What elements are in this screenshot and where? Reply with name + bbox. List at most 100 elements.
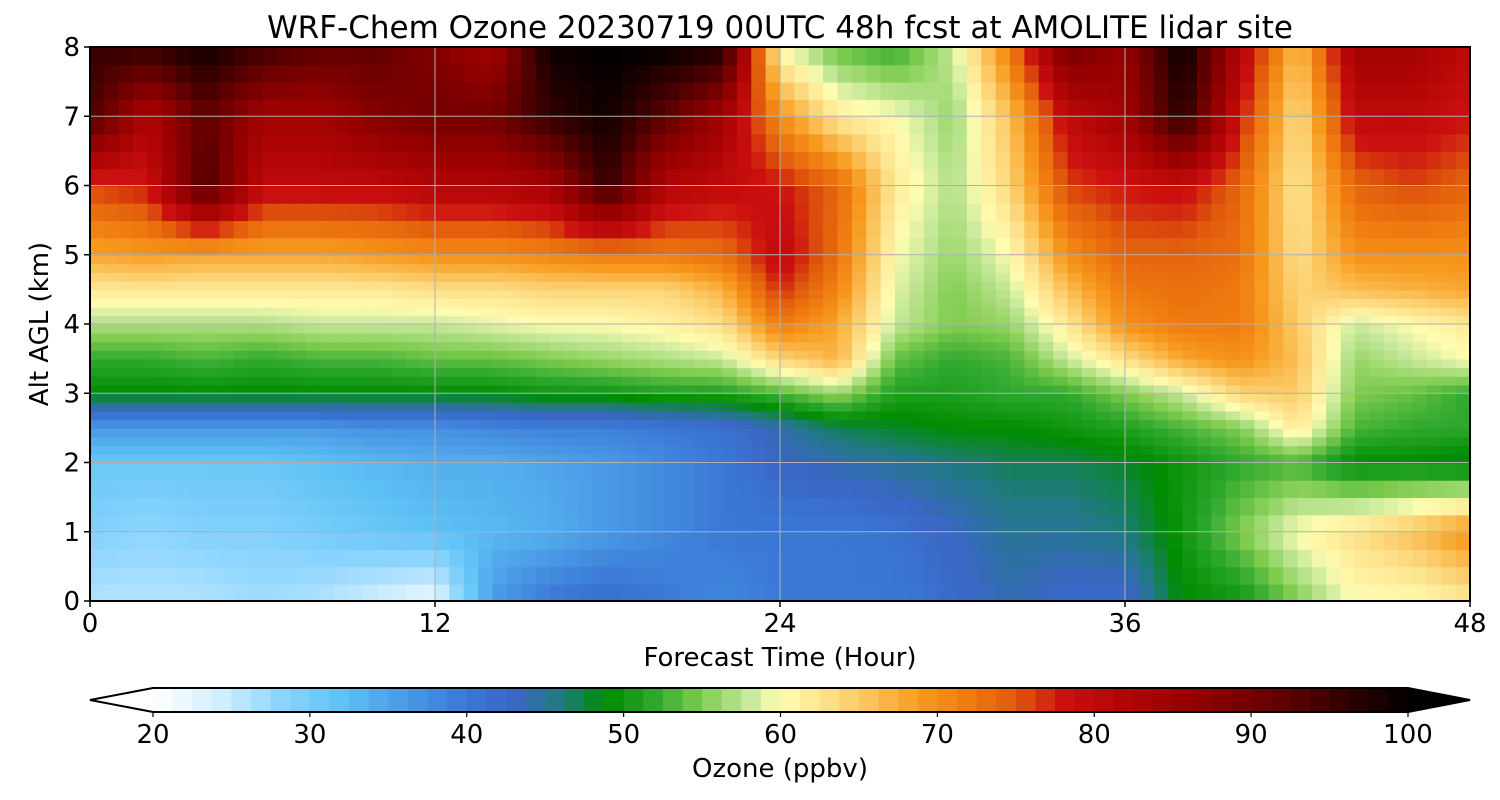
heatmap-cell bbox=[506, 332, 523, 343]
heatmap-cell bbox=[1196, 401, 1213, 412]
heatmap-cell bbox=[1355, 549, 1371, 568]
heatmap-cell bbox=[1196, 462, 1213, 481]
heatmap-cell bbox=[1455, 549, 1470, 568]
heatmap-cell bbox=[506, 497, 523, 516]
heatmap-cell bbox=[449, 47, 465, 66]
heatmap-cell bbox=[564, 220, 580, 239]
heatmap-cell bbox=[1283, 332, 1299, 343]
heatmap-cell bbox=[1010, 531, 1026, 550]
heatmap-cell bbox=[794, 549, 810, 568]
heatmap-cell bbox=[1254, 341, 1270, 351]
heatmap-cell bbox=[1441, 462, 1457, 481]
heatmap-cell bbox=[1211, 81, 1227, 100]
heatmap-cell bbox=[147, 47, 163, 66]
heatmap-cell bbox=[837, 98, 853, 118]
heatmap-cell bbox=[147, 427, 163, 438]
heatmap-cell bbox=[478, 47, 494, 66]
heatmap-cell bbox=[1283, 462, 1299, 481]
heatmap-cell bbox=[521, 332, 537, 343]
heatmap-cell bbox=[320, 237, 336, 256]
heatmap-cell bbox=[1081, 367, 1098, 377]
heatmap-cell bbox=[1297, 375, 1313, 386]
heatmap-cell bbox=[1110, 98, 1126, 118]
colorbar-band bbox=[172, 688, 193, 712]
heatmap-cell bbox=[334, 64, 350, 83]
heatmap-cell bbox=[205, 349, 221, 360]
heatmap-cell bbox=[1412, 332, 1428, 343]
heatmap-cell bbox=[966, 280, 983, 291]
heatmap-cell bbox=[535, 358, 551, 369]
heatmap-cell bbox=[880, 514, 896, 533]
heatmap-cell bbox=[219, 549, 235, 568]
heatmap-cell bbox=[147, 549, 163, 568]
heatmap-cell bbox=[449, 445, 465, 455]
heatmap-cell bbox=[1125, 272, 1141, 282]
heatmap-cell bbox=[334, 401, 350, 412]
heatmap-cell bbox=[334, 185, 350, 204]
heatmap-cell bbox=[506, 324, 523, 334]
heatmap-cell bbox=[794, 64, 810, 83]
heatmap-cell bbox=[348, 583, 365, 601]
heatmap-cell bbox=[564, 185, 580, 204]
heatmap-cell bbox=[478, 341, 494, 351]
heatmap-cell bbox=[1010, 341, 1026, 351]
heatmap-cell bbox=[1355, 168, 1371, 187]
heatmap-cell bbox=[478, 298, 494, 308]
heatmap-cell bbox=[693, 202, 710, 222]
heatmap-cell bbox=[1383, 566, 1400, 585]
heatmap-cell bbox=[1211, 436, 1227, 447]
heatmap-cell bbox=[981, 298, 997, 308]
heatmap-cell bbox=[1383, 168, 1400, 187]
heatmap-cell bbox=[535, 436, 551, 447]
heatmap-cell bbox=[305, 64, 321, 83]
heatmap-cell bbox=[449, 514, 465, 533]
heatmap-cell bbox=[578, 272, 595, 282]
heatmap-cell bbox=[1096, 384, 1112, 395]
heatmap-cell bbox=[320, 427, 336, 438]
heatmap-cell bbox=[1053, 185, 1069, 204]
heatmap-cell bbox=[1311, 375, 1328, 386]
heatmap-cell bbox=[1010, 306, 1026, 317]
heatmap-cell bbox=[334, 479, 350, 499]
heatmap-cell bbox=[1340, 133, 1356, 152]
heatmap-cell bbox=[736, 549, 753, 568]
heatmap-cell bbox=[780, 237, 796, 256]
heatmap-cell bbox=[1283, 349, 1299, 360]
heatmap-cell bbox=[492, 324, 508, 334]
heatmap-cell bbox=[1412, 263, 1428, 273]
heatmap-cell bbox=[550, 237, 566, 256]
heatmap-cell bbox=[449, 462, 465, 481]
heatmap-cell bbox=[909, 64, 925, 83]
heatmap-cell bbox=[1196, 549, 1213, 568]
heatmap-cell bbox=[521, 150, 537, 170]
heatmap-cell bbox=[1153, 349, 1170, 360]
heatmap-cell bbox=[966, 453, 983, 464]
heatmap-cell bbox=[621, 445, 638, 455]
heatmap-cell bbox=[1297, 202, 1313, 222]
heatmap-cell bbox=[190, 254, 206, 265]
heatmap-cell bbox=[276, 133, 293, 152]
heatmap-cell bbox=[377, 410, 393, 421]
heatmap-cell bbox=[449, 168, 465, 187]
heatmap-cell bbox=[276, 419, 293, 429]
heatmap-cell bbox=[334, 427, 350, 438]
heatmap-cell bbox=[1110, 436, 1126, 447]
heatmap-cell bbox=[1297, 289, 1313, 299]
heatmap-cell bbox=[1110, 375, 1126, 386]
heatmap-cell bbox=[1311, 254, 1328, 265]
heatmap-cell bbox=[1297, 419, 1313, 429]
heatmap-cell bbox=[1455, 168, 1470, 187]
heatmap-cell bbox=[1139, 358, 1155, 369]
heatmap-cell bbox=[1441, 237, 1457, 256]
heatmap-cell bbox=[492, 583, 508, 601]
heatmap-cell bbox=[90, 566, 106, 585]
heatmap-cell bbox=[334, 298, 350, 308]
heatmap-cell bbox=[420, 375, 436, 386]
heatmap-cell bbox=[449, 436, 465, 447]
heatmap-cell bbox=[995, 237, 1011, 256]
heatmap-cell bbox=[363, 531, 379, 550]
heatmap-cell bbox=[837, 133, 853, 152]
heatmap-cell bbox=[923, 254, 940, 265]
heatmap-cell bbox=[794, 436, 810, 447]
heatmap-cell bbox=[291, 445, 307, 455]
